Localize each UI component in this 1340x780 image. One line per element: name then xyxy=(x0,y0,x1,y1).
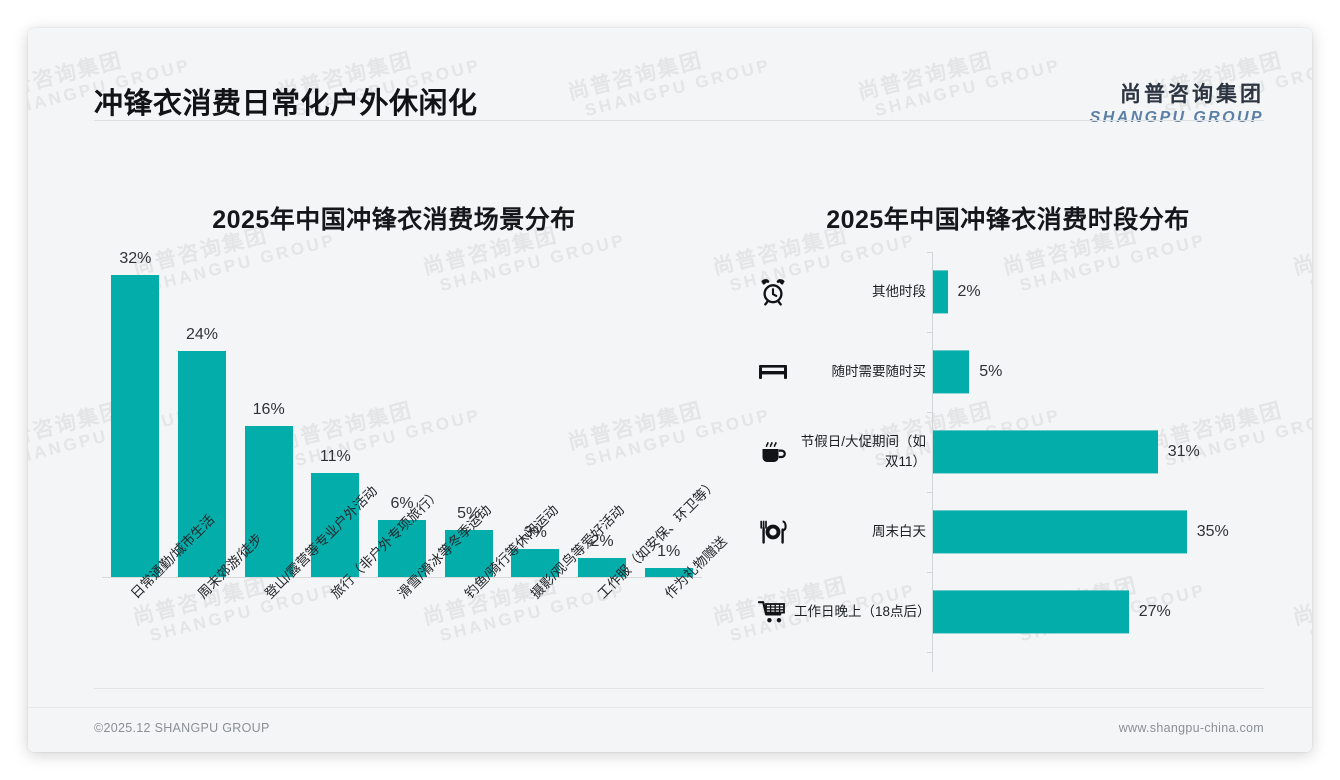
column-bar xyxy=(178,350,226,577)
bar-category-label: 周末白天 xyxy=(872,523,926,539)
bar-category-label: 随时需要随时买 xyxy=(831,363,927,379)
column-bar xyxy=(578,558,626,577)
bed-icon xyxy=(758,357,788,387)
axis-tick xyxy=(927,412,933,413)
page-title: 冲锋衣消费日常化户外休闲化 xyxy=(94,88,478,120)
column-value-label: 2% xyxy=(590,533,614,551)
axis-tick xyxy=(927,652,933,653)
bar-row: 工作日晚上（18点后） 27% xyxy=(738,572,1278,652)
slide-canvas: 尚普咨询集团 SHANGPU GROUP 尚普咨询集团 SHANGPU GROUP 尚普… xyxy=(28,28,1312,752)
header-divider xyxy=(94,120,1264,121)
left-chart-plot-area: 32% 24% 16% 11% 6% 5% 3% 2% 1% xyxy=(102,248,702,578)
right-chart-axis-line xyxy=(932,252,933,672)
column-value-label: 16% xyxy=(252,401,285,419)
footer-copyright: ©2025.12 SHANGPU GROUP xyxy=(94,721,270,735)
column-value-label: 24% xyxy=(185,325,219,343)
column-bar xyxy=(111,275,160,577)
footer-website[interactable]: www.shangpu-china.com xyxy=(1118,721,1264,735)
bar-row: 随时需要随时买 5% xyxy=(738,332,1278,412)
bar-category-label: 工作日晚上（18点后） xyxy=(794,603,931,619)
bar-row: 周末白天 35% xyxy=(738,492,1278,572)
axis-tick xyxy=(927,332,933,333)
axis-tick xyxy=(927,572,933,573)
shopping-cart-icon xyxy=(758,597,788,627)
horizontal-bar xyxy=(933,270,948,314)
column-bar xyxy=(311,473,360,577)
plate-cutlery-icon xyxy=(758,517,788,547)
horizontal-bar xyxy=(933,430,1158,474)
bar-value-label: 27% xyxy=(1138,603,1171,620)
bar-category-label: 其他时段 xyxy=(872,283,926,299)
column-bar xyxy=(511,548,560,577)
axis-tick xyxy=(927,252,933,253)
right-chart-title: 2025年中国冲锋衣消费时段分布 xyxy=(826,206,1190,234)
consumption-time-chart: 2025年中国冲锋衣消费时段分布 其他时段 2% 随时需要随时买 5% 节假日/大促期间… xyxy=(738,200,1278,680)
horizontal-bar xyxy=(933,590,1129,634)
column-bar xyxy=(244,426,293,577)
alarm-clock-icon xyxy=(758,277,788,307)
bar-category-label: 节假日/大促期间（如双11） xyxy=(800,433,926,469)
bar-row: 节假日/大促期间（如双11） 31% xyxy=(738,412,1278,492)
column-value-label: 32% xyxy=(119,250,152,268)
bar-row: 其他时段 2% xyxy=(738,252,1278,332)
bar-value-label: 31% xyxy=(1167,443,1200,460)
bar-value-label: 35% xyxy=(1196,523,1229,540)
column-value-label: 5% xyxy=(457,504,481,522)
footnote-divider xyxy=(94,688,1264,689)
brand-logo: 尚普咨询集团 SHANGPU GROUP xyxy=(1090,83,1264,127)
bar-value-label: 5% xyxy=(979,363,1003,380)
consumption-scene-chart: 2025年中国冲锋衣消费场景分布 32% 24% 16% 11% 6% 5% 3% 2% 1% … xyxy=(74,200,729,680)
coffee-cup-icon xyxy=(758,437,788,467)
column-value-label: 1% xyxy=(657,542,681,560)
right-chart-plot-area: 其他时段 2% 随时需要随时买 5% 节假日/大促期间（如双11） 31% 周末白天 35% 工… xyxy=(738,252,1278,672)
column-value-label: 6% xyxy=(390,495,414,513)
logo-chinese-text: 尚普咨询集团 xyxy=(1120,83,1264,106)
column-value-label: 11% xyxy=(319,448,351,466)
horizontal-bar xyxy=(933,510,1187,554)
axis-tick xyxy=(927,492,933,493)
column-bar xyxy=(378,520,426,577)
column-value-label: 3% xyxy=(523,523,547,541)
column-bar xyxy=(644,567,693,577)
left-chart-title: 2025年中国冲锋衣消费场景分布 xyxy=(212,206,576,234)
logo-english-text: SHANGPU GROUP xyxy=(1089,108,1264,126)
horizontal-bar xyxy=(933,350,970,394)
slide-header: 冲锋衣消费日常化户外休闲化 尚普咨询集团 SHANGPU GROUP xyxy=(28,28,1312,126)
bar-value-label: 2% xyxy=(957,283,981,300)
slide-footer: ©2025.12 SHANGPU GROUP www.shangpu-china… xyxy=(28,707,1312,752)
column-bar xyxy=(444,529,493,577)
left-chart-baseline xyxy=(102,577,702,578)
